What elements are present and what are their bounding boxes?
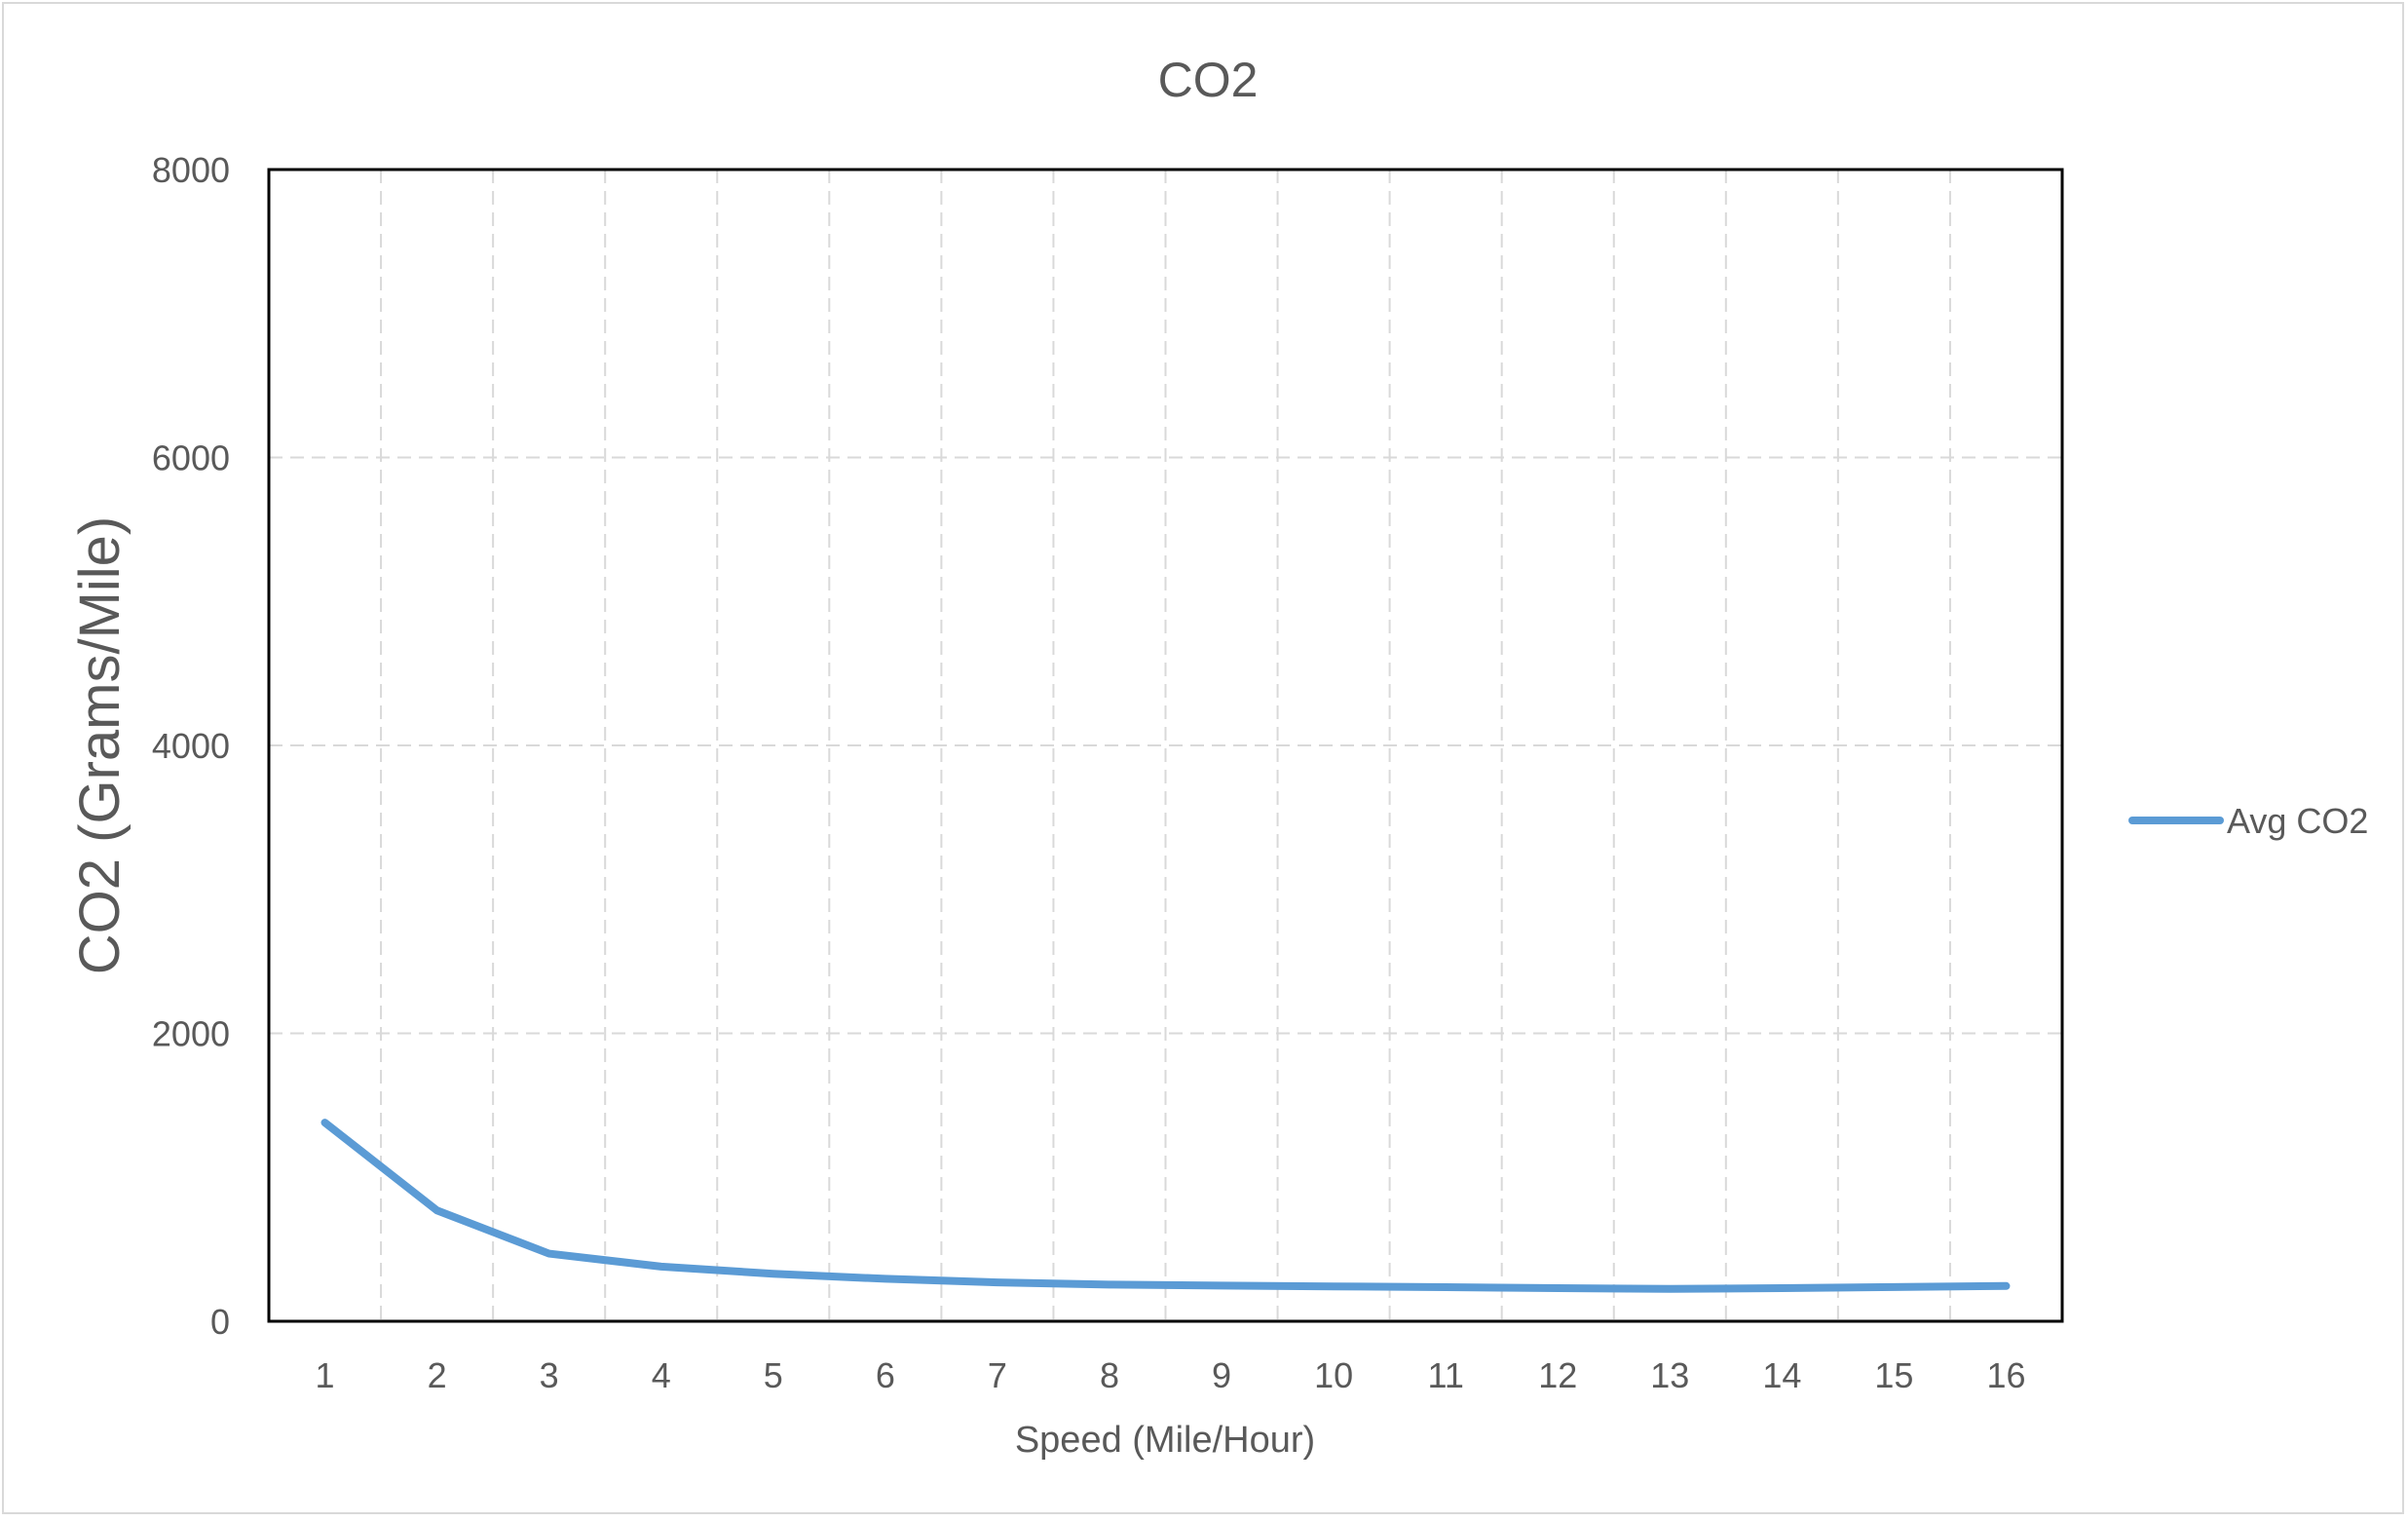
x-tick-label: 9	[1212, 1355, 1231, 1395]
data-point	[546, 1251, 552, 1257]
data-point	[1107, 1281, 1112, 1287]
x-tick-label: 10	[1314, 1355, 1353, 1395]
x-tick-label: 5	[764, 1355, 783, 1395]
x-tick-label: 14	[1762, 1355, 1801, 1395]
data-point	[322, 1120, 328, 1125]
series-layer	[320, 1119, 2011, 1293]
plot-area-border	[267, 168, 2064, 1323]
data-point	[1219, 1282, 1224, 1288]
x-tick-label: 13	[1650, 1355, 1689, 1395]
x-tick-label: 4	[652, 1355, 671, 1395]
x-tick-label: 16	[1986, 1355, 2025, 1395]
y-tick-label: 6000	[152, 438, 230, 478]
x-tick-label: 2	[428, 1355, 447, 1395]
data-point	[1555, 1285, 1561, 1291]
x-tick-label: 12	[1538, 1355, 1577, 1395]
y-tick-label: 2000	[152, 1014, 230, 1054]
data-point	[1667, 1286, 1673, 1292]
data-point	[434, 1207, 440, 1213]
y-tick-label: 0	[210, 1302, 230, 1342]
y-tick-label: 4000	[152, 726, 230, 766]
x-tick-label: 15	[1874, 1355, 1913, 1395]
x-tick-label: 11	[1427, 1355, 1463, 1395]
y-tick-label: 8000	[152, 150, 230, 190]
data-point	[1779, 1285, 1785, 1291]
x-tick-label: 3	[540, 1355, 559, 1395]
data-point	[658, 1264, 664, 1270]
legend: Avg CO2	[2128, 801, 2368, 841]
y-axis-label: CO2 (Grams/Mile)	[68, 516, 132, 974]
data-point	[1443, 1284, 1449, 1290]
data-point	[883, 1275, 888, 1281]
x-tick-label: 7	[988, 1355, 1007, 1395]
x-tick-label: 1	[316, 1355, 335, 1395]
data-point	[1891, 1284, 1897, 1290]
legend-label: Avg CO2	[2227, 801, 2368, 841]
x-axis-label: Speed (Mile/Hour)	[1015, 1420, 1315, 1461]
y-axis-ticks: 0 2000 4000 6000 8000	[152, 150, 230, 1342]
data-point	[2003, 1283, 2009, 1289]
chart-title: CO2	[1158, 53, 1259, 107]
x-axis-ticks: 1 2 3 4 5 6 7 8 9 10 11 12 13 14 15 16	[316, 1355, 2026, 1395]
gridlines	[269, 170, 2062, 1321]
series-line-avg-co2	[320, 1119, 2011, 1293]
data-point	[771, 1271, 776, 1276]
x-tick-label: 8	[1100, 1355, 1119, 1395]
data-point	[995, 1279, 1000, 1285]
data-point	[1331, 1283, 1336, 1289]
x-tick-label: 6	[876, 1355, 895, 1395]
